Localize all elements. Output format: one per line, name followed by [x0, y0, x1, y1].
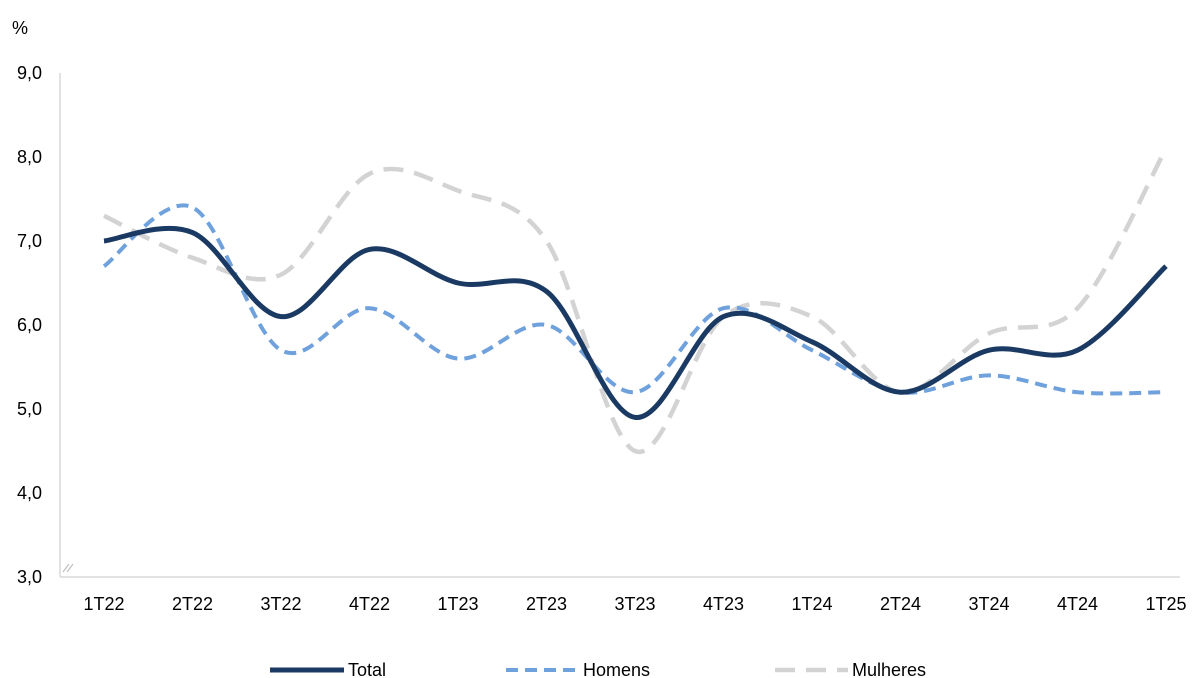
y-tick-label: 6,0	[17, 315, 42, 335]
axis-break-mark	[66, 563, 74, 573]
x-tick-label: 1T25	[1145, 594, 1186, 614]
axis-break-mark	[62, 563, 70, 573]
y-unit-label: %	[12, 18, 28, 38]
legend-label: Total	[348, 660, 386, 678]
legend-item-mulheres: Mulheres	[775, 660, 926, 678]
legend-item-total: Total	[270, 660, 386, 678]
y-tick-label: 4,0	[17, 483, 42, 503]
x-tick-label: 3T24	[968, 594, 1009, 614]
y-tick-label: 3,0	[17, 567, 42, 587]
x-tick-label: 3T22	[260, 594, 301, 614]
legend-item-homens: Homens	[506, 660, 650, 678]
x-tick-label: 2T23	[526, 594, 567, 614]
y-tick-label: 5,0	[17, 399, 42, 419]
y-tick-label: 7,0	[17, 231, 42, 251]
y-tick-label: 9,0	[17, 63, 42, 83]
x-tick-label: 1T22	[83, 594, 124, 614]
x-tick-label: 1T24	[791, 594, 832, 614]
x-tick-label: 2T24	[880, 594, 921, 614]
series-line-total	[103, 226, 1168, 420]
x-tick-label: 4T23	[703, 594, 744, 614]
series-line-mulheres	[103, 147, 1168, 454]
y-tick-label: 8,0	[17, 147, 42, 167]
y-axis: 3,0 4,0 5,0 6,0 7,0 8,0 9,0	[17, 63, 74, 587]
x-tick-label: 2T22	[172, 594, 213, 614]
x-tick-label: 3T23	[614, 594, 655, 614]
x-tick-label: 1T23	[437, 594, 478, 614]
legend-label: Homens	[583, 660, 650, 678]
legend-label: Mulheres	[852, 660, 926, 678]
legend: Total Homens Mulheres	[270, 660, 926, 678]
x-axis: 1T22 2T22 3T22 4T22 1T23 2T23 3T23 4T23 1T24 2T24…	[60, 576, 1187, 614]
series-layer	[102, 147, 1168, 454]
x-tick-label: 4T24	[1057, 594, 1098, 614]
x-tick-label: 4T22	[349, 594, 390, 614]
series-line-homens	[102, 203, 1167, 396]
